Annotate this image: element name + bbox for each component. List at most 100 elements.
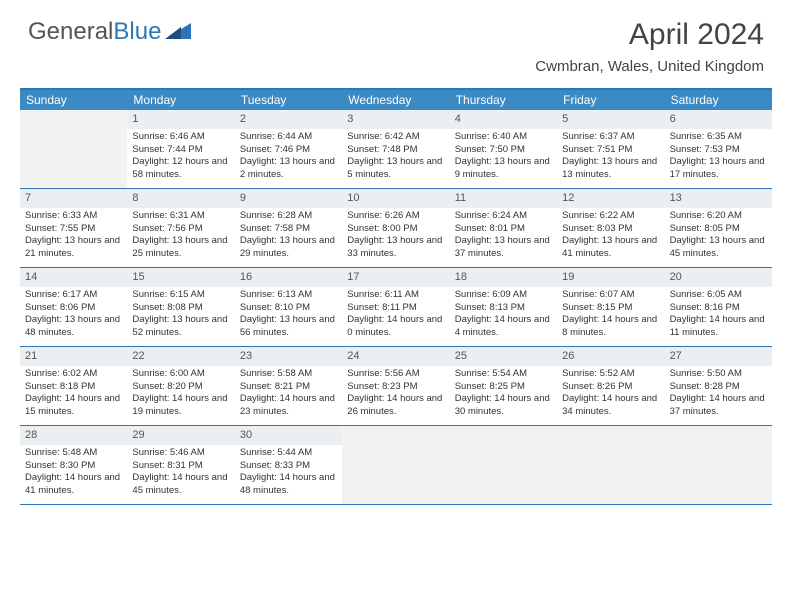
daylight-text: Daylight: 13 hours and 45 minutes. — [670, 235, 767, 261]
sunrise-text: Sunrise: 6:20 AM — [670, 210, 767, 223]
sunset-text: Sunset: 7:55 PM — [25, 223, 122, 236]
day-cell: 18Sunrise: 6:09 AMSunset: 8:13 PMDayligh… — [450, 268, 557, 346]
day-number: 19 — [557, 268, 664, 287]
day-number: 17 — [342, 268, 449, 287]
sunrise-text: Sunrise: 5:48 AM — [25, 447, 122, 460]
daylight-text: Daylight: 14 hours and 45 minutes. — [132, 472, 229, 498]
empty-day-cell — [20, 110, 127, 188]
day-cell: 11Sunrise: 6:24 AMSunset: 8:01 PMDayligh… — [450, 189, 557, 267]
day-number: 25 — [450, 347, 557, 366]
sunrise-text: Sunrise: 5:50 AM — [670, 368, 767, 381]
day-cell: 21Sunrise: 6:02 AMSunset: 8:18 PMDayligh… — [20, 347, 127, 425]
sunrise-text: Sunrise: 6:13 AM — [240, 289, 337, 302]
dow-cell: Wednesday — [342, 90, 449, 110]
day-number: 10 — [342, 189, 449, 208]
sunset-text: Sunset: 8:01 PM — [455, 223, 552, 236]
sunset-text: Sunset: 8:00 PM — [347, 223, 444, 236]
sunrise-text: Sunrise: 6:37 AM — [562, 131, 659, 144]
daylight-text: Daylight: 14 hours and 30 minutes. — [455, 393, 552, 419]
sunset-text: Sunset: 8:06 PM — [25, 302, 122, 315]
daylight-text: Daylight: 13 hours and 9 minutes. — [455, 156, 552, 182]
daylight-text: Daylight: 13 hours and 5 minutes. — [347, 156, 444, 182]
sunrise-text: Sunrise: 6:40 AM — [455, 131, 552, 144]
day-cell: 28Sunrise: 5:48 AMSunset: 8:30 PMDayligh… — [20, 426, 127, 504]
daylight-text: Daylight: 14 hours and 41 minutes. — [25, 472, 122, 498]
day-number: 1 — [127, 110, 234, 129]
daylight-text: Daylight: 13 hours and 17 minutes. — [670, 156, 767, 182]
sunrise-text: Sunrise: 5:58 AM — [240, 368, 337, 381]
sunrise-text: Sunrise: 5:54 AM — [455, 368, 552, 381]
dow-cell: Saturday — [665, 90, 772, 110]
sunrise-text: Sunrise: 6:35 AM — [670, 131, 767, 144]
sunrise-text: Sunrise: 6:22 AM — [562, 210, 659, 223]
sunset-text: Sunset: 8:16 PM — [670, 302, 767, 315]
daylight-text: Daylight: 13 hours and 21 minutes. — [25, 235, 122, 261]
sunrise-text: Sunrise: 6:26 AM — [347, 210, 444, 223]
day-of-week-header: SundayMondayTuesdayWednesdayThursdayFrid… — [20, 90, 772, 110]
sunrise-text: Sunrise: 6:42 AM — [347, 131, 444, 144]
day-cell: 4Sunrise: 6:40 AMSunset: 7:50 PMDaylight… — [450, 110, 557, 188]
daylight-text: Daylight: 14 hours and 37 minutes. — [670, 393, 767, 419]
sunset-text: Sunset: 8:10 PM — [240, 302, 337, 315]
empty-day-cell — [450, 426, 557, 504]
daylight-text: Daylight: 13 hours and 52 minutes. — [132, 314, 229, 340]
day-cell: 6Sunrise: 6:35 AMSunset: 7:53 PMDaylight… — [665, 110, 772, 188]
day-number: 24 — [342, 347, 449, 366]
day-cell: 10Sunrise: 6:26 AMSunset: 8:00 PMDayligh… — [342, 189, 449, 267]
sunrise-text: Sunrise: 6:00 AM — [132, 368, 229, 381]
day-cell: 19Sunrise: 6:07 AMSunset: 8:15 PMDayligh… — [557, 268, 664, 346]
sunset-text: Sunset: 7:51 PM — [562, 144, 659, 157]
logo-triangle-icon — [165, 18, 191, 46]
day-cell: 26Sunrise: 5:52 AMSunset: 8:26 PMDayligh… — [557, 347, 664, 425]
day-cell: 27Sunrise: 5:50 AMSunset: 8:28 PMDayligh… — [665, 347, 772, 425]
day-number: 2 — [235, 110, 342, 129]
daylight-text: Daylight: 13 hours and 41 minutes. — [562, 235, 659, 261]
sunrise-text: Sunrise: 5:52 AM — [562, 368, 659, 381]
dow-cell: Tuesday — [235, 90, 342, 110]
sunset-text: Sunset: 8:21 PM — [240, 381, 337, 394]
weeks-container: 1Sunrise: 6:46 AMSunset: 7:44 PMDaylight… — [20, 110, 772, 505]
daylight-text: Daylight: 13 hours and 25 minutes. — [132, 235, 229, 261]
sunset-text: Sunset: 8:11 PM — [347, 302, 444, 315]
sunrise-text: Sunrise: 5:56 AM — [347, 368, 444, 381]
day-cell: 9Sunrise: 6:28 AMSunset: 7:58 PMDaylight… — [235, 189, 342, 267]
sunset-text: Sunset: 8:08 PM — [132, 302, 229, 315]
dow-cell: Monday — [127, 90, 234, 110]
sunrise-text: Sunrise: 6:07 AM — [562, 289, 659, 302]
sunrise-text: Sunrise: 5:44 AM — [240, 447, 337, 460]
sunrise-text: Sunrise: 6:46 AM — [132, 131, 229, 144]
daylight-text: Daylight: 14 hours and 0 minutes. — [347, 314, 444, 340]
logo-text-1: General — [28, 18, 113, 46]
logo-text-2: Blue — [113, 18, 161, 46]
day-cell: 29Sunrise: 5:46 AMSunset: 8:31 PMDayligh… — [127, 426, 234, 504]
daylight-text: Daylight: 13 hours and 2 minutes. — [240, 156, 337, 182]
dow-cell: Thursday — [450, 90, 557, 110]
daylight-text: Daylight: 13 hours and 56 minutes. — [240, 314, 337, 340]
sunset-text: Sunset: 8:26 PM — [562, 381, 659, 394]
location-text: Cwmbran, Wales, United Kingdom — [535, 58, 764, 75]
daylight-text: Daylight: 14 hours and 4 minutes. — [455, 314, 552, 340]
day-number: 22 — [127, 347, 234, 366]
daylight-text: Daylight: 14 hours and 23 minutes. — [240, 393, 337, 419]
daylight-text: Daylight: 14 hours and 15 minutes. — [25, 393, 122, 419]
sunset-text: Sunset: 8:28 PM — [670, 381, 767, 394]
day-number: 13 — [665, 189, 772, 208]
sunset-text: Sunset: 8:15 PM — [562, 302, 659, 315]
sunset-text: Sunset: 8:03 PM — [562, 223, 659, 236]
day-number: 7 — [20, 189, 127, 208]
day-number: 5 — [557, 110, 664, 129]
logo: GeneralBlue — [28, 18, 191, 46]
day-cell: 16Sunrise: 6:13 AMSunset: 8:10 PMDayligh… — [235, 268, 342, 346]
calendar: SundayMondayTuesdayWednesdayThursdayFrid… — [20, 88, 772, 505]
day-cell: 3Sunrise: 6:42 AMSunset: 7:48 PMDaylight… — [342, 110, 449, 188]
sunset-text: Sunset: 8:18 PM — [25, 381, 122, 394]
day-cell: 14Sunrise: 6:17 AMSunset: 8:06 PMDayligh… — [20, 268, 127, 346]
daylight-text: Daylight: 13 hours and 13 minutes. — [562, 156, 659, 182]
day-number: 29 — [127, 426, 234, 445]
sunset-text: Sunset: 8:31 PM — [132, 460, 229, 473]
day-number: 28 — [20, 426, 127, 445]
daylight-text: Daylight: 14 hours and 48 minutes. — [240, 472, 337, 498]
sunset-text: Sunset: 8:25 PM — [455, 381, 552, 394]
daylight-text: Daylight: 14 hours and 26 minutes. — [347, 393, 444, 419]
daylight-text: Daylight: 13 hours and 37 minutes. — [455, 235, 552, 261]
